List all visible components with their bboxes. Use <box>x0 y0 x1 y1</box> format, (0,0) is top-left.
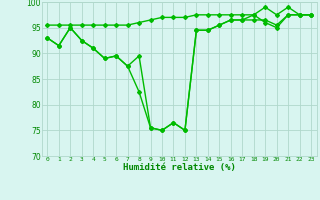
X-axis label: Humidité relative (%): Humidité relative (%) <box>123 163 236 172</box>
